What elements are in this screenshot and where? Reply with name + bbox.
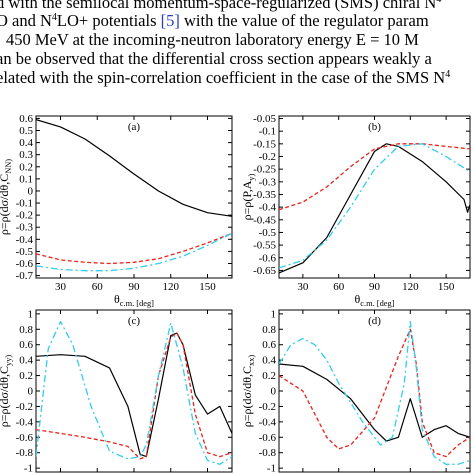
panel-label: (d): [368, 315, 381, 327]
y-tick-label: 0.2: [19, 370, 33, 382]
y-tick-label: -0.8: [259, 447, 277, 459]
citation-link[interactable]: [5]: [160, 11, 180, 30]
y-tick-label: 1: [28, 308, 34, 320]
y-tick-label: 0: [28, 386, 34, 398]
chart-panel-1: 0.60.50.40.30.20.10-0.1-0.2-0.3-0.4-0.5-…: [0, 113, 233, 308]
y-tick-label: -0.25: [253, 164, 276, 176]
series-line-3: [36, 320, 232, 465]
y-tick-label: 0.6: [19, 113, 33, 125]
x-tick-label: 90: [369, 281, 381, 293]
x-tick-label: 120: [402, 281, 419, 293]
chart-panel-4: 1 0.8 0.6 0.4 0.2 0 -0.2 -0.4 -0.6 -0.8 -1 (d) ρ=ρ(d…: [240, 308, 471, 474]
y-tick-label: -0.55: [253, 240, 276, 252]
y-axis-label: ρ=ρ(P,Ay): [240, 173, 256, 220]
series-line-2: [36, 332, 232, 460]
y-tick-label: 0.1: [19, 173, 33, 185]
y-tick-label: -0.4: [16, 416, 34, 428]
y-tick-label: -0.4: [16, 234, 34, 246]
plot-frame: [278, 309, 471, 473]
y-tick-label: 0: [28, 185, 34, 197]
series-line-1: [279, 143, 470, 274]
y-tick-label: -1: [24, 463, 33, 474]
x-tick-label: 60: [92, 281, 104, 293]
text-line-2: O and N4LO+ potentials [5] with the valu…: [0, 11, 429, 30]
y-tick-label: -0.35: [253, 189, 276, 201]
chart-panel-3: 1 0.8 0.6 0.4 0.2 0 -0.2 -0.4 -0.6 -0.8 -1 (c) ρ=ρ(d…: [0, 308, 233, 474]
y-tick-label: -0.05: [253, 113, 276, 125]
x-tick-label: 30: [55, 281, 67, 293]
series-line-1: [36, 119, 232, 217]
y-tick-label: -0.5: [259, 227, 277, 239]
y-tick-label: -0.6: [259, 252, 277, 264]
paper-text: d with the semilocal momentum-space-regu…: [0, 0, 474, 112]
y-tick-label: 0.4: [262, 355, 276, 367]
y-tick-label: 0.3: [19, 149, 33, 161]
series-line-2: [279, 143, 470, 211]
y-tick-label: 0.8: [19, 324, 33, 336]
y-tick-label: 0.2: [262, 370, 276, 382]
y-tick-label: -0.6: [16, 258, 34, 270]
text-line-3: 450 MeV at the incoming-neutron laborato…: [6, 30, 419, 49]
series-line-2: [36, 232, 232, 265]
y-tick-label: -0.2: [259, 151, 276, 163]
y-axis-label: ρ=ρ(dσ/dθ,CNN): [0, 159, 13, 235]
y-tick-label: 0.8: [262, 324, 276, 336]
series-line-3: [279, 143, 470, 269]
y-tick-label: -0.2: [259, 401, 276, 413]
plot-frame: [35, 309, 233, 473]
x-tick-label: 120: [163, 281, 180, 293]
y-tick-label: -0.4: [259, 202, 277, 214]
panel-label: (b): [368, 121, 381, 133]
y-axis-label: ρ=ρ(dσ/dθ,Cxx): [240, 355, 256, 428]
y-tick-label: 0.6: [19, 339, 33, 351]
y-tick-label: 0.6: [262, 339, 276, 351]
x-tick-label: 30: [297, 281, 309, 293]
x-tick-label: 150: [438, 281, 455, 293]
plot-frame: [35, 115, 233, 279]
y-tick-label: -0.65: [253, 265, 276, 277]
y-tick-label: 0.5: [19, 125, 33, 137]
y-tick-label: -1: [267, 463, 276, 474]
plot-frame: [278, 115, 471, 279]
x-tick-label: 90: [129, 281, 141, 293]
y-tick-label: -0.1: [16, 198, 33, 210]
x-axis-label: θc.m. [deg]: [114, 292, 154, 308]
series-line-1: [279, 363, 470, 442]
series-line-1: [36, 332, 232, 458]
y-tick-label: -0.3: [16, 222, 34, 234]
y-tick-label: -0.8: [16, 447, 34, 459]
series-line-3: [36, 232, 232, 272]
text-line-4: an be observed that the differential cro…: [0, 49, 432, 68]
y-tick-label: -0.1: [259, 126, 276, 138]
series-line-3: [279, 320, 470, 465]
y-tick-label: -0.6: [259, 432, 277, 444]
x-tick-label: 60: [333, 281, 345, 293]
y-tick-label: 0: [271, 386, 277, 398]
text-line-5: elated with the spin-correlation coeffic…: [0, 68, 451, 87]
y-tick-label: 0.2: [19, 161, 33, 173]
y-tick-label: -0.2: [16, 401, 33, 413]
y-tick-label: -0.6: [16, 432, 34, 444]
y-tick-label: 0.4: [19, 137, 33, 149]
y-tick-label: 1: [271, 308, 277, 320]
chart-panel-2: -0.05-0.1-0.15-0.2-0.25-0.3-0.35-0.4-0.4…: [240, 113, 471, 308]
panel-label: (a): [128, 121, 141, 133]
y-axis-label: ρ=ρ(dσ/dθ,Cyy): [0, 355, 13, 428]
panel-label: (c): [128, 315, 141, 327]
text-line-1: d with the semilocal momentum-space-regu…: [0, 0, 441, 12]
x-tick-label: 150: [199, 281, 216, 293]
y-tick-label: -0.4: [259, 416, 277, 428]
x-axis-label: θc.m. [deg]: [355, 292, 395, 308]
y-tick-label: -0.2: [16, 210, 33, 222]
y-tick-label: -0.45: [253, 214, 276, 226]
y-tick-label: -0.15: [253, 138, 276, 150]
y-tick-label: -0.7: [16, 270, 34, 282]
y-tick-label: 0.4: [19, 355, 33, 367]
y-tick-label: -0.3: [259, 176, 277, 188]
y-tick-label: -0.5: [16, 246, 34, 258]
series-line-2: [279, 328, 470, 458]
